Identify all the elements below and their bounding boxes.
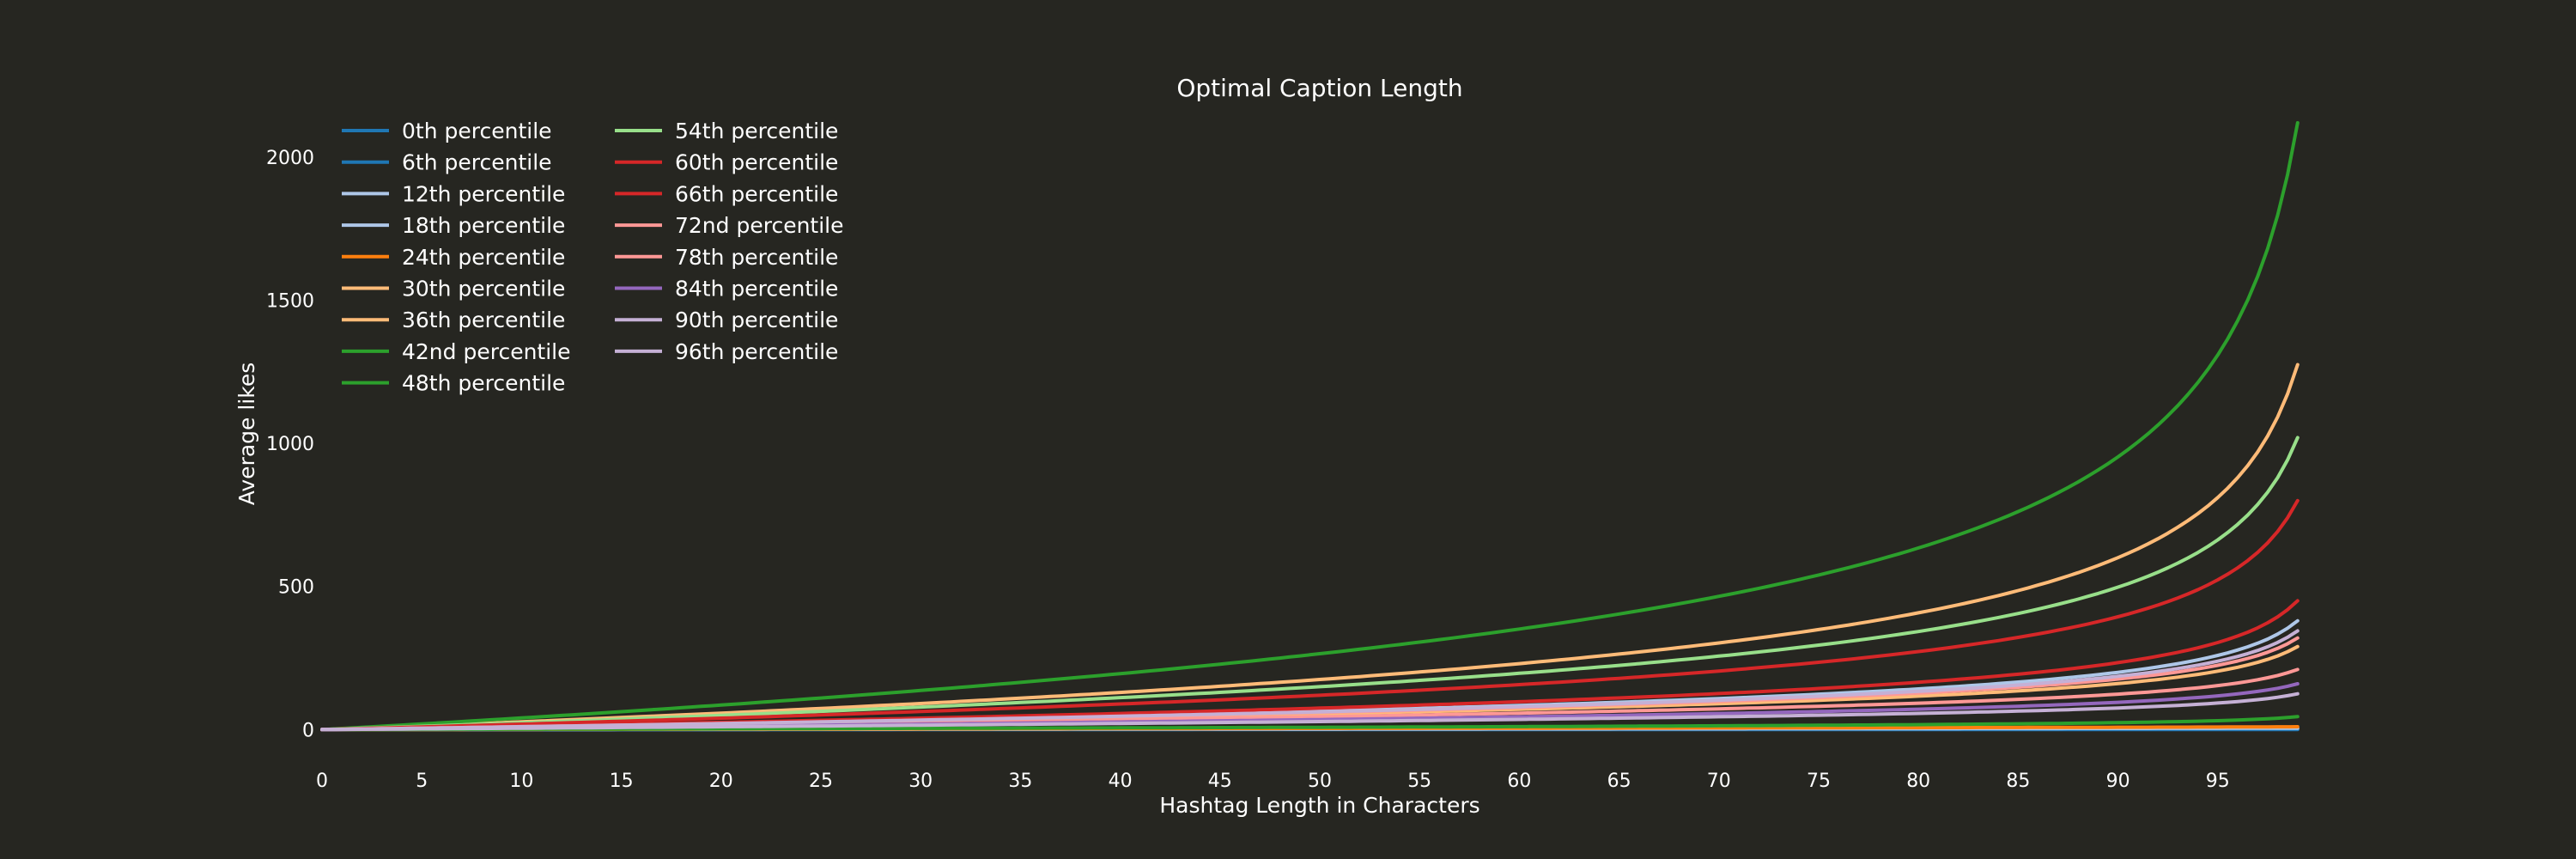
legend-label: 0th percentile [402, 119, 552, 143]
legend-label: 84th percentile [675, 277, 838, 302]
x-tick-label: 5 [416, 771, 428, 792]
x-tick-label: 90 [2106, 771, 2130, 792]
x-tick-label: 60 [1507, 771, 1531, 792]
series-line [320, 362, 2300, 732]
y-tick-label: 500 [278, 577, 314, 599]
x-tick-label: 70 [1707, 771, 1731, 792]
x-tick-label: 10 [509, 771, 533, 792]
x-tick-label: 95 [2206, 771, 2230, 792]
series-line [320, 629, 2300, 732]
series-line [320, 121, 2300, 732]
legend-label: 48th percentile [402, 371, 565, 396]
legend: 0th percentile 6th percentile 12th percent… [342, 119, 844, 396]
series-line [320, 498, 2300, 732]
x-tick-label: 0 [316, 771, 328, 792]
x-tick-label: 15 [610, 771, 634, 792]
legend-label: 6th percentile [402, 150, 552, 175]
y-axis-ticks: 0 500 1000 1500 2000 [266, 148, 314, 741]
y-axis-title: Average likes [234, 362, 259, 506]
legend-label: 90th percentile [675, 308, 838, 332]
y-tick-label: 1500 [266, 291, 314, 313]
series-line [320, 436, 2300, 732]
legend-label: 36th percentile [402, 308, 565, 332]
legend-label: 72nd percentile [675, 213, 844, 238]
x-tick-label: 50 [1308, 771, 1332, 792]
legend-label: 24th percentile [402, 245, 565, 270]
legend-label: 66th percentile [675, 181, 838, 206]
y-tick-label: 2000 [266, 148, 314, 169]
legend-label: 54th percentile [675, 119, 838, 143]
x-tick-label: 75 [1807, 771, 1831, 792]
x-tick-label: 65 [1607, 771, 1631, 792]
x-tick-label: 85 [2006, 771, 2030, 792]
x-axis-title: Hashtag Length in Characters [1159, 793, 1479, 818]
x-tick-label: 40 [1109, 771, 1133, 792]
x-tick-label: 45 [1208, 771, 1232, 792]
x-tick-label: 25 [809, 771, 833, 792]
legend-label: 12th percentile [402, 181, 565, 206]
series-lines [320, 121, 2300, 732]
x-axis-ticks: 0 5 10 15 20 25 30 35 40 45 50 55 60 65 70 75 80 85 90 95 [316, 771, 2230, 792]
chart-title: Optimal Caption Length [1176, 74, 1462, 102]
x-tick-label: 35 [1008, 771, 1032, 792]
legend-label: 18th percentile [402, 213, 565, 238]
legend-label: 30th percentile [402, 277, 565, 302]
legend-label: 42nd percentile [402, 339, 571, 364]
series-line [320, 691, 2300, 732]
legend-label: 96th percentile [675, 339, 838, 364]
x-tick-label: 55 [1407, 771, 1431, 792]
legend-label: 60th percentile [675, 150, 838, 175]
x-tick-label: 30 [908, 771, 933, 792]
y-tick-label: 0 [302, 720, 314, 741]
x-tick-label: 80 [1906, 771, 1930, 792]
x-tick-label: 20 [709, 771, 733, 792]
legend-label: 78th percentile [675, 245, 838, 270]
y-tick-label: 1000 [266, 434, 314, 455]
